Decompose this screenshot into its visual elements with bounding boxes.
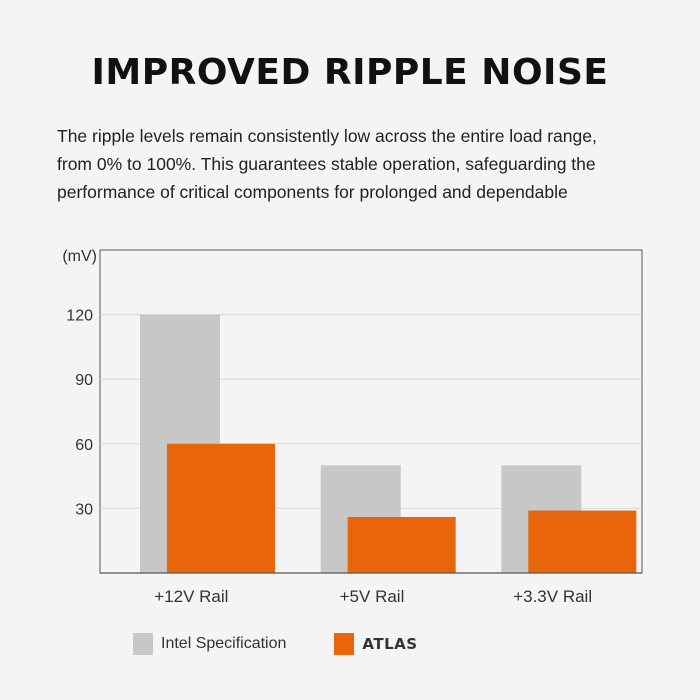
x-tick-label: +5V Rail bbox=[340, 587, 405, 606]
y-tick-label: 60 bbox=[75, 437, 93, 454]
page-title: IMPROVED RIPPLE NOISE bbox=[91, 52, 609, 93]
description-line: The ripple levels remain consistently lo… bbox=[57, 126, 597, 146]
x-tick-label: +12V Rail bbox=[154, 587, 228, 606]
y-tick-label: 120 bbox=[66, 308, 93, 325]
legend-item-atlas: ATLAS bbox=[334, 633, 417, 655]
y-tick-label: 30 bbox=[75, 501, 93, 518]
bar-atlas bbox=[347, 517, 456, 573]
description: The ripple levels remain consistently lo… bbox=[57, 122, 657, 206]
y-tick-label: 90 bbox=[75, 372, 93, 389]
bar-atlas bbox=[167, 443, 275, 573]
legend-label-intel: Intel Specification bbox=[161, 635, 287, 652]
legend-swatch-intel bbox=[133, 633, 153, 655]
legend-swatch-atlas bbox=[334, 633, 355, 655]
y-axis-unit: (mV) bbox=[62, 248, 97, 265]
legend-label-atlas: ATLAS bbox=[362, 635, 418, 653]
chart-legend: Intel Specification ATLAS bbox=[133, 631, 418, 657]
x-tick-label: +3.3V Rail bbox=[513, 587, 592, 606]
description-line: performance of critical components for p… bbox=[57, 182, 568, 202]
bar-atlas bbox=[528, 510, 637, 573]
description-line: from 0% to 100%. This guarantees stable … bbox=[57, 154, 596, 174]
legend-item-intel: Intel Specification bbox=[133, 633, 286, 655]
